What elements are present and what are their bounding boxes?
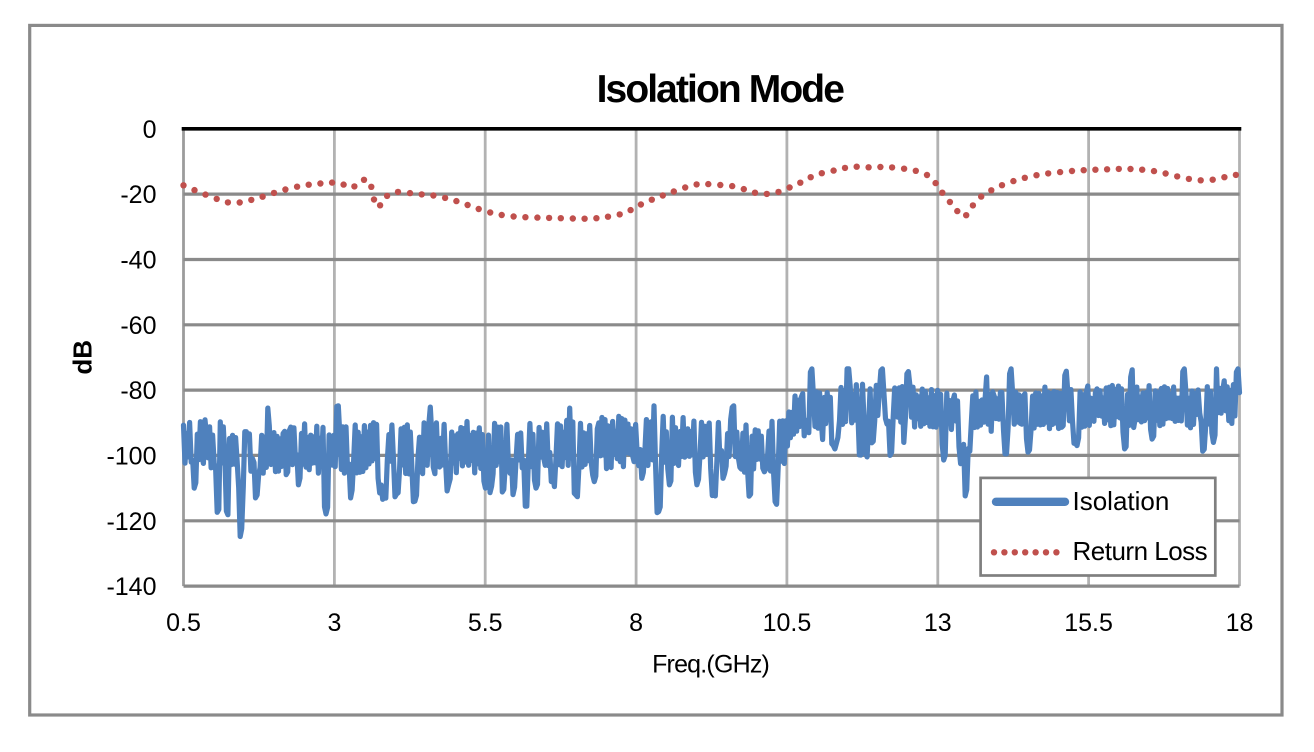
svg-text:0.5: 0.5: [166, 609, 201, 637]
svg-text:5.5: 5.5: [468, 609, 503, 637]
svg-text:15.5: 15.5: [1064, 609, 1113, 637]
svg-text:Return Loss: Return Loss: [1073, 536, 1208, 566]
svg-text:dB: dB: [67, 340, 97, 375]
svg-text:0: 0: [143, 116, 157, 144]
svg-text:10.5: 10.5: [763, 609, 812, 637]
svg-text:Isolation: Isolation: [1073, 486, 1170, 516]
svg-text:8: 8: [629, 609, 643, 637]
svg-text:-140: -140: [106, 573, 156, 601]
svg-text:-80: -80: [120, 377, 156, 405]
svg-text:Freq.(GHz): Freq.(GHz): [652, 651, 769, 679]
svg-text:Isolation Mode: Isolation Mode: [597, 68, 845, 111]
svg-text:-60: -60: [120, 312, 156, 340]
svg-text:-40: -40: [120, 247, 156, 275]
svg-text:-120: -120: [106, 508, 156, 536]
svg-text:18: 18: [1226, 609, 1254, 637]
svg-text:-100: -100: [106, 443, 156, 471]
svg-text:-20: -20: [120, 181, 156, 209]
svg-text:13: 13: [924, 609, 952, 637]
svg-text:3: 3: [327, 609, 341, 637]
